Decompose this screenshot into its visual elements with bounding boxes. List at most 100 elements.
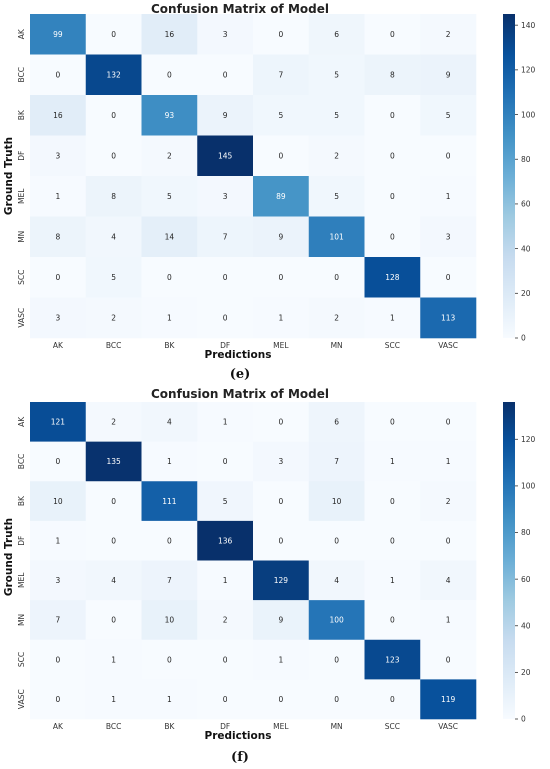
heatmap-cell [85,297,142,339]
cell-value-label: 0 [167,536,172,545]
cell-value-label: 0 [278,695,283,704]
colorbar-tick-label: 40 [521,621,531,630]
heatmap-cell [30,481,87,522]
cell-value-label: 2 [446,497,451,506]
heatmap-cell [30,441,87,482]
heatmap-cell [197,14,254,55]
heatmap-cell [30,402,87,442]
heatmap-cell [197,441,254,482]
heatmap-cell [197,54,254,96]
heatmap-cell [308,560,365,601]
cell-value-label: 2 [223,616,228,625]
colorbar-tick-label: 0 [521,334,526,343]
cell-value-label: 0 [390,418,395,427]
colorbar-tick-label: 60 [521,575,531,584]
cell-value-label: 0 [111,30,116,39]
cell-value-label: 99 [53,30,63,39]
cell-value-label: 16 [165,30,175,39]
cell-value-label: 3 [223,30,228,39]
cell-value-label: 2 [446,30,451,39]
cell-value-label: 0 [390,151,395,160]
cell-value-label: 3 [223,192,228,201]
y-tick-label: BK [17,109,26,120]
colorbar [503,14,515,338]
cell-value-label: 5 [334,111,339,120]
panel-caption: (e) [230,367,251,382]
cell-value-label: 1 [167,695,172,704]
colorbar-tick-label: 120 [521,66,536,75]
cell-value-label: 100 [329,616,344,625]
cell-value-label: 0 [167,655,172,664]
cell-value-label: 0 [111,497,116,506]
heatmap-cell [420,481,477,522]
heatmap-cell [197,176,254,217]
heatmap-cell [364,481,421,522]
cell-value-label: 1 [278,655,283,664]
cell-value-label: 10 [165,616,175,625]
heatmap-cell [197,560,254,601]
colorbar-tick-label: 60 [521,200,531,209]
cell-value-label: 8 [390,70,395,79]
cell-value-label: 129 [274,576,289,585]
y-tick-label: BK [17,495,26,506]
heatmap-cell [420,600,477,641]
y-tick-label: DF [17,151,26,161]
heatmap-cell [253,600,310,641]
cell-value-label: 14 [165,232,175,241]
heatmap-cell [308,216,365,258]
cell-value-label: 0 [223,655,228,664]
cell-value-label: 89 [276,192,286,201]
heatmap-cell [141,257,198,298]
heatmap-cell [364,54,421,96]
cell-value-label: 0 [446,536,451,545]
cell-value-label: 1 [167,313,172,322]
heatmap-cell [30,560,87,601]
cell-value-label: 16 [53,111,63,120]
y-tick-label: DF [17,536,26,546]
heatmap-cell [253,679,310,720]
colorbar-tick-labels: 0 20 40 60 80 100 120 [515,435,536,724]
cell-value-label: 119 [441,695,456,704]
x-tick-label: SCC [385,722,400,731]
heatmap-cell [85,481,142,522]
heatmap-cell [30,95,87,136]
x-tick-label: BK [164,341,175,350]
heatmap-cell [253,560,310,601]
heatmap-cell [308,14,365,55]
colorbar-tick-label: 140 [521,21,536,30]
cell-value-label: 8 [111,192,116,201]
heatmap-cell [30,135,87,177]
heatmap-cell [30,257,87,298]
heatmap-cell [308,600,365,641]
cell-value-label: 1 [390,576,395,585]
heatmap-cell [85,639,142,680]
heatmap-cell [253,176,310,217]
heatmap-cells: 121 2 4 1 0 6 0 00 135 1 0 3 7 1 110 0 111 5 0 10 0 21 0 0 136 0 0… [30,402,477,720]
cell-value-label: 1 [55,192,60,201]
cell-value-label: 101 [329,232,344,241]
heatmap-cell [253,257,310,298]
x-tick-label: BK [164,722,175,731]
heatmap-cell [141,441,198,482]
heatmap-cell [85,441,142,482]
heatmap-cell [253,639,310,680]
x-tick-label: DF [220,722,230,731]
x-tick-label: MEL [273,722,289,731]
cell-value-label: 0 [334,695,339,704]
heatmap-cell [197,639,254,680]
heatmap-cell [197,135,254,177]
cell-value-label: 128 [385,273,400,282]
heatmap-cell [85,600,142,641]
heatmap-cell [420,441,477,482]
cell-value-label: 0 [390,111,395,120]
cell-value-label: 0 [223,273,228,282]
heatmap-cell [420,679,477,720]
x-tick-labels: AK BCC BK DF MEL MN SCC VASC [53,341,458,350]
heatmap-cell [253,135,310,177]
y-tick-label: MEL [17,572,26,588]
confusion-matrix-panel-e: Confusion Matrix of Model 99 0 16 3 0 6 0 20 132… [3,2,536,382]
heatmap-cell [141,297,198,339]
heatmap-cell [420,14,477,55]
cell-value-label: 0 [278,273,283,282]
heatmap-cell [85,54,142,96]
